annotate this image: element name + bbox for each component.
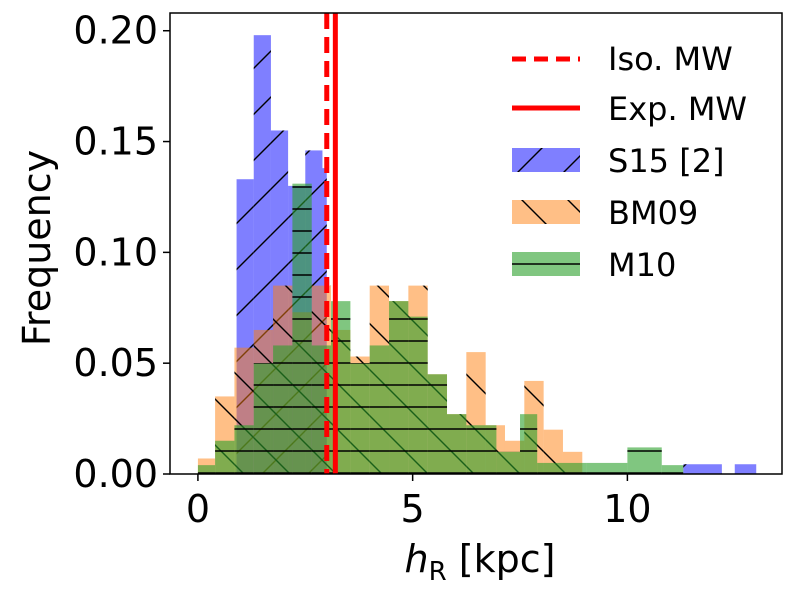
x-axis-ticks: 0 5 10 <box>186 474 652 531</box>
bar-hatch <box>369 345 390 474</box>
bar-hatch <box>408 316 428 474</box>
legend-entry-m10: M10 <box>512 246 676 284</box>
bar-hatch <box>661 465 684 474</box>
legend-label-iso-mw: Iso. MW <box>608 40 733 78</box>
legend-entry-s15: S15 [2] <box>512 142 725 180</box>
bar-hatch <box>734 464 757 474</box>
legend-entry-bm09: BM09 <box>512 194 698 232</box>
y-axis-ticks: 0.00 0.05 0.10 0.15 0.20 <box>73 9 170 496</box>
legend: Iso. MW Exp. MW S15 [2] BM09 M10 <box>512 40 747 284</box>
plot-frame <box>169 12 783 475</box>
bar-hatch <box>273 345 293 474</box>
y-tick-label: 0.00 <box>73 452 158 496</box>
y-tick-label: 0.10 <box>73 230 158 274</box>
bar-hatch <box>292 183 312 474</box>
bar-hatch <box>253 363 274 474</box>
bar-hatch <box>466 425 497 474</box>
bar-hatch <box>197 465 216 474</box>
bars-layer <box>197 35 757 474</box>
bar-hatch <box>537 462 587 474</box>
reference-lines <box>324 13 338 474</box>
bar-hatch <box>586 462 628 474</box>
series-m10 <box>197 183 684 474</box>
y-tick-label: 0.15 <box>73 120 158 164</box>
x-tick-label: 5 <box>401 487 425 531</box>
bar-hatch <box>215 440 235 474</box>
x-tick-label: 0 <box>186 487 210 531</box>
bar-hatch <box>389 301 409 474</box>
legend-entry-exp-mw: Exp. MW <box>512 90 747 128</box>
y-tick-label: 0.20 <box>73 9 158 53</box>
legend-label-bm09: BM09 <box>608 194 698 232</box>
bar-hatch <box>496 451 521 474</box>
bar-hatch <box>520 414 538 474</box>
bar-hatch <box>683 464 722 474</box>
x-axis-label: hR [kpc] <box>405 537 556 587</box>
legend-entry-iso-mw: Iso. MW <box>512 40 733 78</box>
bar-hatch <box>234 425 254 474</box>
legend-label-exp-mw: Exp. MW <box>608 90 747 128</box>
legend-label-s15: S15 [2] <box>608 142 725 180</box>
bar-hatch <box>627 447 662 474</box>
bar-hatch <box>427 374 448 474</box>
bar-hatch <box>447 414 467 474</box>
y-tick-label: 0.05 <box>73 341 158 385</box>
bar-hatch <box>350 363 370 474</box>
legend-label-m10: M10 <box>608 246 676 284</box>
x-tick-label: 10 <box>603 487 651 531</box>
y-axis-label: Frequency <box>15 150 59 346</box>
